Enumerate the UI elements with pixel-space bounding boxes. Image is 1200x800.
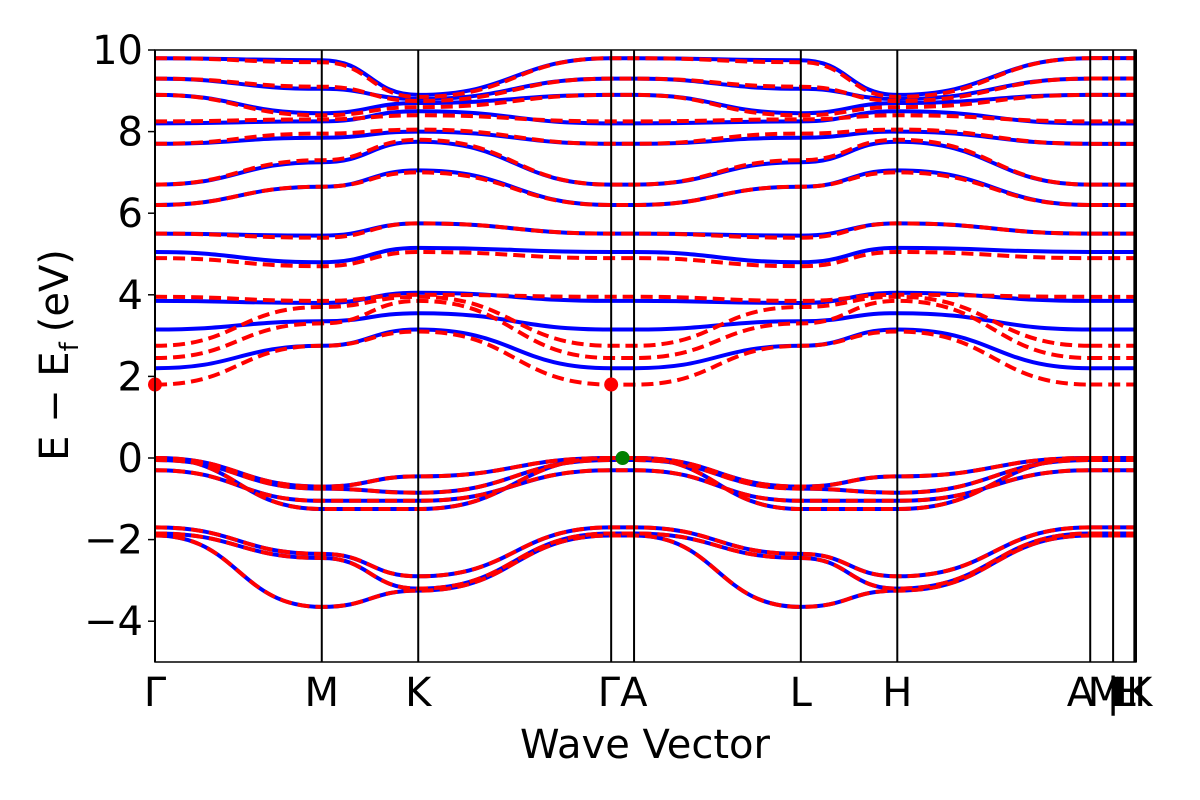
y-tick-label: 10 [92,28,143,74]
y-axis-ticks: −4 −2 0 2 4 6 8 10 [84,28,155,645]
band-curves [155,56,1136,609]
x-tick-label: A [1067,670,1095,716]
x-tick-label: L [790,670,813,716]
extrema-markers [148,377,630,465]
vbm-marker [615,451,630,465]
y-tick-label: 4 [118,273,143,319]
svg-text:E − Ef(eV): E − Ef (eV) [32,249,85,461]
band-line [155,250,1091,269]
x-tick-label: M [305,670,340,716]
band-series-dashed [155,56,1136,609]
x-tick-label: K [405,670,433,716]
y-tick-label: 8 [118,110,143,156]
x-tick-label: H [882,670,912,716]
x-tick-label: | [1106,670,1119,716]
y-tick-label: −2 [84,518,143,564]
x-tick-label: M [1088,670,1123,716]
y-tick-label: 2 [118,354,143,400]
band-series-solid [155,56,1136,609]
band-line [155,311,1091,332]
x-tick-label: L [1113,670,1136,716]
cbm-marker [604,377,619,392]
y-axis-label-sub: f [55,341,85,351]
band-line [155,170,1091,207]
x-axis-ticks: Γ M K ΓA L H AM|LHK [144,670,1154,716]
y-tick-label: 6 [118,191,143,237]
band-line [155,168,1091,207]
x-tick-label: H [1116,670,1146,716]
x-tick-label: ΓA [598,670,648,716]
x-axis-label: Wave Vector [520,722,771,768]
y-tick-label: −4 [84,599,143,645]
band-line [155,531,1091,591]
y-axis-label-unit: (eV) [32,249,78,332]
y-axis-label-main: E − E [32,351,78,461]
x-tick-label: K [1126,670,1154,716]
plot-frame [154,49,1137,663]
band-line [155,531,1091,591]
plot-area [148,49,1137,663]
x-tick-label: Γ [144,670,167,716]
band-line [155,139,1091,187]
y-tick-label: 0 [118,436,143,482]
y-axis-label: E − Ef (eV) [32,249,85,461]
